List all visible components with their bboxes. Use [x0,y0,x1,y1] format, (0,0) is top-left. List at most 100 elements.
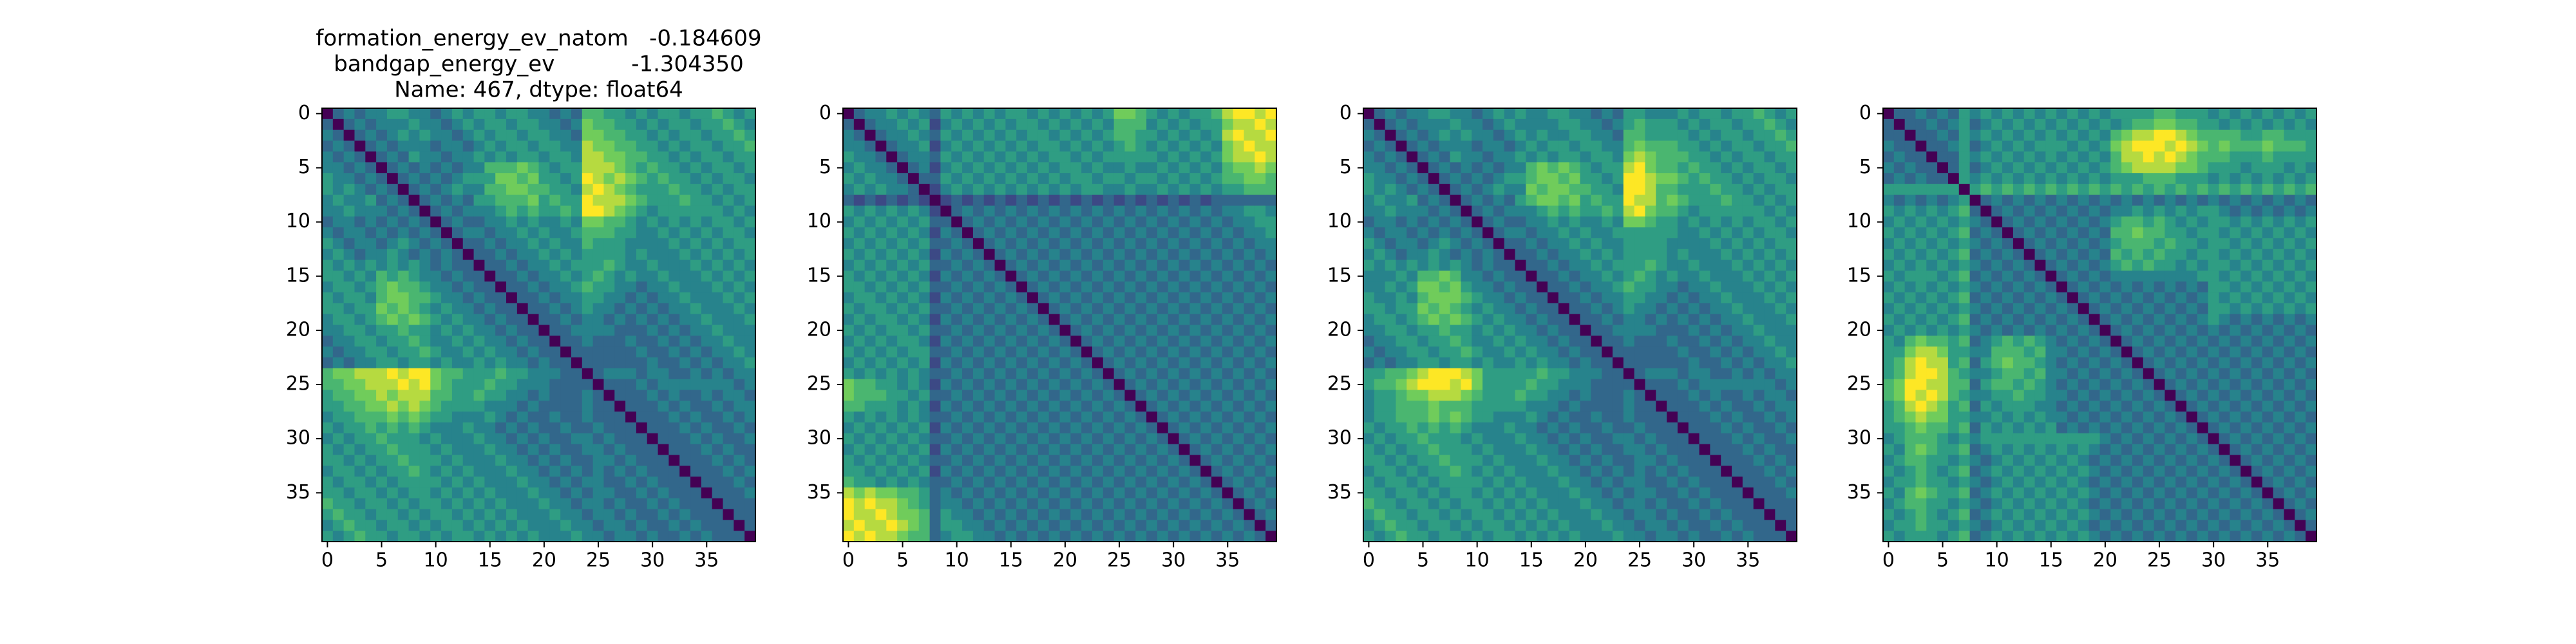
heatmap-cell [1537,444,1548,455]
heatmap-cell [1482,509,1494,520]
heatmap-cell [1211,129,1223,142]
heatmap-cell [1937,173,1949,185]
heatmap-cell [1092,368,1104,380]
heatmap-cell [690,520,702,531]
heatmap-cell [1786,346,1797,358]
heatmap-cell [462,292,475,304]
heatmap-cell [1265,444,1277,455]
heatmap-cell [1732,357,1743,369]
heatmap-cell [1526,401,1537,412]
heatmap-cell [1179,412,1190,423]
heatmap-cell [1374,520,1386,531]
heatmap-cell [614,455,626,466]
heatmap-cell [1016,194,1028,207]
heatmap-cell [1742,162,1754,174]
heatmap-cell [1504,401,1516,412]
heatmap-cell [918,184,931,196]
heatmap-cell [441,357,453,369]
heatmap-cell [1472,357,1483,369]
heatmap-cell [1699,151,1710,163]
heatmap-cell [1493,162,1505,174]
heatmap-cell [1482,249,1494,261]
heatmap-cell [1037,422,1050,434]
heatmap-cell [451,444,464,455]
heatmap-cell [1482,412,1494,423]
heatmap-cell [571,194,583,207]
heatmap-cell [365,455,377,466]
heatmap-cell [1363,162,1375,174]
heatmap-cell [1048,118,1061,131]
heatmap-cell [1656,303,1667,315]
heatmap-cell [1764,401,1776,412]
heatmap-cell [1602,422,1613,434]
heatmap-cell [397,401,410,412]
heatmap-cell [907,477,920,488]
heatmap-cell [1255,531,1266,542]
heatmap-cell [1157,422,1169,434]
heatmap-cell [701,390,713,401]
heatmap-cell [1189,227,1201,239]
y-tick-label: 0 [298,102,310,124]
heatmap-cell [1515,401,1526,412]
heatmap-cell [1417,205,1429,217]
heatmap-cell [1612,346,1624,358]
heatmap-cell [1786,281,1797,293]
heatmap-cell [1439,412,1451,423]
heatmap-cell [1526,487,1537,499]
heatmap-cell [1893,118,1906,131]
heatmap-cell [907,466,920,477]
heatmap-cell [386,314,399,326]
heatmap-cell [744,184,756,196]
heatmap-cell [1385,151,1397,163]
heatmap-cell [1526,444,1537,455]
heatmap-cell [1070,444,1082,455]
heatmap-cell [386,390,399,401]
heatmap-cell [1157,238,1169,250]
heatmap-cell [1070,487,1082,499]
heatmap-cell [886,303,898,315]
heatmap-cell [1385,379,1397,391]
heatmap-cell [386,509,399,520]
heatmap-cell [1688,216,1700,228]
heatmap-cell [962,292,974,304]
heatmap-cell [451,108,464,120]
heatmap-cell [1688,151,1700,163]
heatmap-cell [1417,433,1429,445]
heatmap-cell [506,466,518,477]
heatmap-cell [907,184,920,196]
heatmap-cell [690,346,702,358]
heatmap-cell [647,260,659,271]
heatmap-cell [962,477,974,488]
y-tick-label: 25 [807,373,831,395]
heatmap-cell [690,509,702,520]
heatmap-cell [886,433,898,445]
heatmap-cell [1037,455,1050,466]
heatmap-cell [1179,140,1190,152]
heatmap-cell [1406,325,1418,336]
heatmap-cell [1124,509,1136,520]
heatmap-cell [1688,108,1700,120]
heatmap-cell [603,162,615,174]
heatmap-cell [1623,477,1635,488]
heatmap-cell [1461,531,1472,542]
heatmap-cell [1634,390,1646,401]
heatmap-cell [1537,477,1548,488]
heatmap-cell [1363,151,1375,163]
heatmap-cell [1439,173,1451,185]
heatmap-cell [1048,401,1061,412]
heatmap-cell [734,194,745,207]
heatmap-cell [462,412,475,423]
heatmap-cell [1005,194,1017,207]
heatmap-cell [343,368,355,380]
heatmap-cell [1103,368,1115,380]
heatmap-cell [1710,466,1721,477]
heatmap-cell [1211,162,1223,174]
heatmap-cell [886,205,898,217]
heatmap-cell [1732,151,1743,163]
heatmap-cell [484,520,496,531]
heatmap-cell [1081,422,1093,434]
x-tick-label: 30 [1681,549,1706,572]
heatmap-cell [853,422,866,434]
heatmap-cell [1537,346,1548,358]
heatmap-cell [983,433,996,445]
